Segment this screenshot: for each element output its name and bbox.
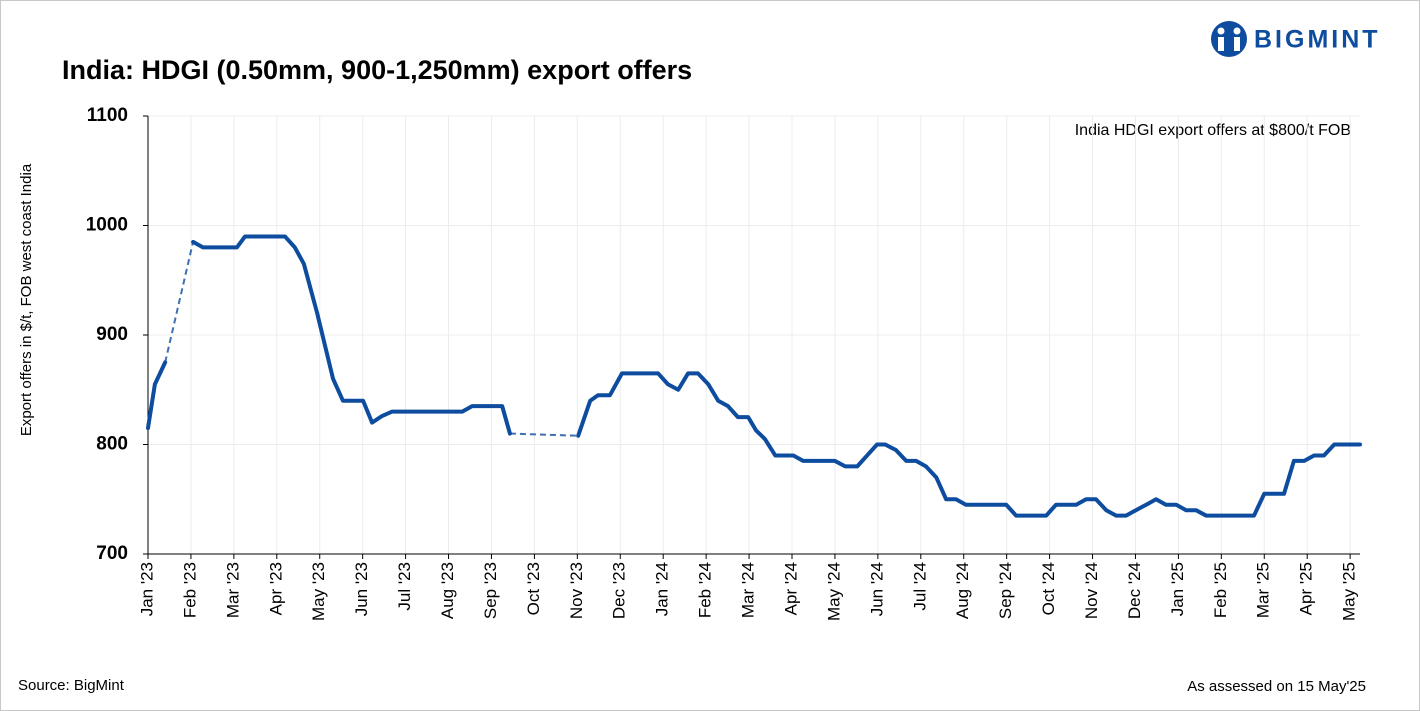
x-tick-label: Oct '23 — [524, 562, 543, 615]
y-tick-label: 800 — [96, 434, 128, 455]
gap-connector — [164, 241, 195, 363]
line-series — [191, 234, 512, 436]
x-tick-label: May '23 — [309, 562, 328, 621]
x-tick-label: Feb '23 — [180, 562, 199, 618]
x-tick-label: Jun '24 — [867, 562, 886, 616]
note: As assessed on 15 May'25 — [1187, 678, 1366, 695]
gap-connector — [509, 432, 579, 437]
x-tick-label: Sep '24 — [996, 562, 1015, 619]
x-tick-label: Sep '23 — [481, 562, 500, 619]
y-axis-label: Export offers in $/t, FOB west coast Ind… — [18, 163, 35, 436]
logo-icon — [1234, 37, 1240, 51]
x-tick-label: Jul '24 — [910, 562, 929, 611]
y-tick-label: 700 — [96, 543, 128, 564]
logo-icon — [1218, 37, 1224, 51]
y-tick-label: 900 — [96, 324, 128, 345]
logo-icon — [1211, 21, 1247, 57]
x-tick-label: Feb '24 — [696, 562, 715, 618]
x-tick-label: Mar '25 — [1254, 562, 1273, 618]
y-tick-label: 1100 — [87, 105, 128, 126]
x-tick-label: Aug '23 — [438, 562, 457, 619]
x-tick-label: Dec '24 — [1125, 562, 1144, 619]
x-tick-label: Oct '24 — [1039, 562, 1058, 615]
x-tick-label: May '25 — [1340, 562, 1359, 621]
x-tick-label: Jan '24 — [653, 562, 672, 616]
brand: BIGMINT — [1254, 26, 1381, 54]
x-tick-label: Jul '23 — [395, 562, 414, 611]
logo-icon — [1217, 27, 1225, 35]
x-tick-label: Nov '23 — [567, 562, 586, 619]
annotation: India HDGI export offers at $800/t FOB — [1075, 122, 1351, 139]
x-tick-label: Feb '25 — [1211, 562, 1230, 618]
x-tick-label: May '24 — [824, 562, 843, 621]
logo: BIGMINT — [1211, 21, 1381, 57]
y-tick-label: 1000 — [86, 215, 128, 236]
x-tick-label: Aug '24 — [953, 562, 972, 619]
line-series — [146, 360, 168, 431]
x-tick-label: Dec '23 — [610, 562, 629, 619]
x-tick-label: Jan '23 — [137, 562, 156, 616]
x-tick-label: Mar '24 — [739, 562, 758, 618]
logo-icon — [1233, 27, 1241, 35]
line-series — [576, 371, 1362, 518]
x-tick-label: Apr '24 — [781, 562, 800, 615]
x-tick-label: Mar '23 — [223, 562, 242, 618]
source: Source: BigMint — [18, 677, 125, 694]
x-tick-label: Jan '25 — [1168, 562, 1187, 616]
x-tick-label: Jun '23 — [352, 562, 371, 616]
chart-title: India: HDGI (0.50mm, 900-1,250mm) export… — [62, 55, 692, 85]
x-tick-label: Apr '23 — [266, 562, 285, 615]
x-tick-label: Nov '24 — [1082, 562, 1101, 619]
x-tick-label: Apr '25 — [1297, 562, 1316, 615]
